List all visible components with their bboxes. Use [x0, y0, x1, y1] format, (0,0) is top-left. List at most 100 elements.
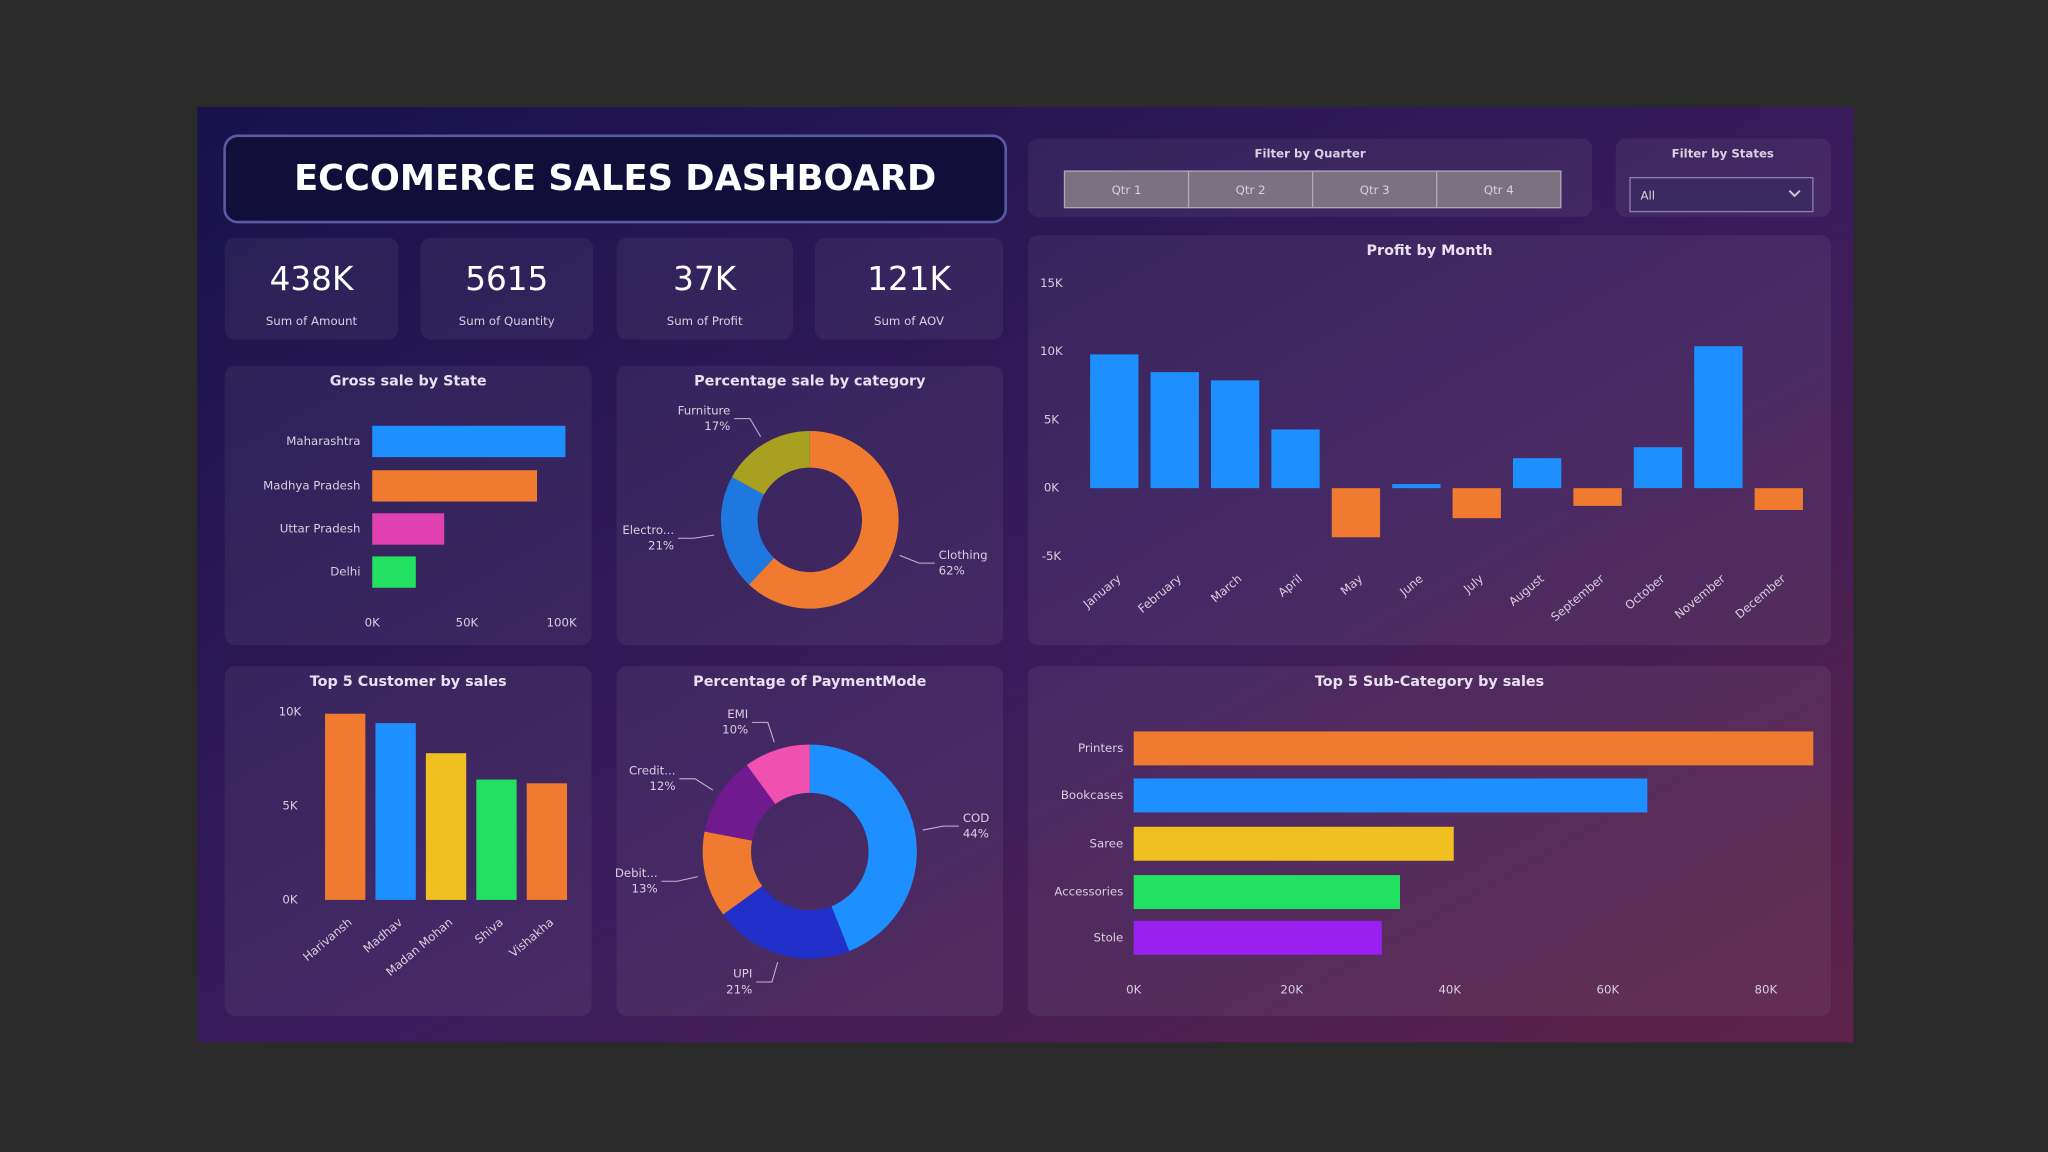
y-tick-label: 5K [1044, 412, 1059, 426]
filter-button-label[interactable]: Qtr 4 [1484, 183, 1514, 197]
bar [1133, 778, 1648, 813]
dropdown[interactable] [1629, 176, 1814, 213]
bar [372, 556, 416, 588]
donut-segment [731, 431, 810, 495]
filter-button-label[interactable]: Qtr 1 [1112, 183, 1142, 197]
donut-segment [704, 764, 776, 841]
bar [372, 470, 538, 502]
bar [1452, 488, 1501, 519]
donut-segment [723, 886, 850, 959]
y-tick-label: 10K [1040, 344, 1063, 358]
x-tick-label: 40K [1438, 983, 1461, 997]
kpi-value: 37K [673, 260, 738, 298]
donut-segment [720, 477, 775, 585]
panel [224, 365, 592, 646]
bar [1133, 731, 1814, 766]
y-tick-label: Accessories [1054, 885, 1123, 899]
y-tick-label: 5K [282, 798, 297, 812]
slice-value-label: 21% [726, 982, 752, 996]
panel [224, 237, 399, 340]
slice-value-label: 10% [722, 723, 748, 737]
filter-button-label[interactable]: Qtr 3 [1360, 183, 1390, 197]
kpi-value: 438K [270, 260, 355, 298]
chart-title: Top 5 Customer by sales [310, 674, 507, 690]
filter-button[interactable] [1187, 170, 1314, 209]
x-tick-label: 50K [456, 616, 479, 630]
dropdown-chevron [1788, 190, 1801, 198]
kpi-label: Sum of AOV [874, 314, 944, 328]
slice-value-label: 13% [632, 882, 658, 896]
bar [1392, 484, 1441, 489]
slice-label: UPI [733, 967, 752, 981]
donut-segment [748, 431, 899, 609]
leader-line [899, 554, 935, 564]
x-tick-label: 0K [365, 616, 380, 630]
dashboard-title: ECCOMERCE SALES DASHBOARD [294, 158, 936, 199]
y-tick-label: Bookcases [1061, 788, 1123, 802]
donut-segment [746, 744, 810, 805]
leader-line [922, 825, 959, 831]
leader-line [756, 961, 779, 983]
bar [372, 425, 566, 458]
leader-line [679, 778, 714, 791]
chart-title: Percentage of PaymentMode [693, 674, 926, 690]
filter-label: Filter by States [1672, 147, 1774, 161]
panel [815, 237, 1004, 340]
panel [1027, 235, 1832, 646]
panel [616, 365, 1004, 646]
kpi-label: Sum of Quantity [459, 314, 555, 328]
bar [1150, 372, 1199, 489]
slice-value-label: 21% [648, 539, 674, 553]
slice-label: Credit... [629, 763, 676, 777]
dropdown-value[interactable]: All [1640, 188, 1655, 202]
bar [476, 779, 517, 900]
bar [1331, 488, 1381, 538]
dashboard-bg [197, 107, 1854, 1043]
x-tick-label: 80K [1755, 983, 1778, 997]
filter-button[interactable] [1063, 170, 1190, 209]
slice-label: COD [963, 811, 990, 825]
slice-value-label: 12% [649, 779, 675, 793]
slice-label: Electro... [622, 523, 674, 537]
kpi-value: 5615 [465, 260, 548, 298]
slice-label: EMI [727, 707, 748, 721]
y-tick-label: 0K [1044, 481, 1059, 495]
y-tick-label: Stole [1094, 930, 1124, 944]
leader-line [678, 534, 715, 539]
y-tick-label: Uttar Pradesh [280, 521, 361, 535]
bar [1633, 447, 1683, 489]
chart-title: Profit by Month [1367, 243, 1493, 259]
slice-label: Furniture [678, 403, 731, 417]
bar [1754, 488, 1803, 511]
panel [616, 237, 793, 340]
bar [1271, 429, 1320, 489]
filter-button-label[interactable]: Qtr 2 [1236, 183, 1266, 197]
title-box [223, 134, 1008, 224]
bar [375, 723, 416, 900]
leader-line [734, 418, 762, 437]
donut-segment [702, 831, 763, 915]
chart-title: Top 5 Sub-Category by sales [1315, 674, 1544, 690]
bar [526, 783, 568, 900]
bar [325, 713, 366, 900]
x-tick-label: 0K [1126, 983, 1141, 997]
y-tick-label: Delhi [330, 565, 360, 579]
y-tick-label: Maharashtra [286, 434, 360, 448]
bar [1133, 920, 1382, 955]
slice-value-label: 17% [704, 419, 730, 433]
bar [1210, 380, 1260, 489]
y-tick-label: 15K [1040, 276, 1063, 290]
slice-label: Clothing [939, 548, 988, 562]
y-tick-label: 0K [282, 892, 297, 906]
slice-value-label: 62% [939, 563, 965, 577]
bar [1512, 458, 1562, 489]
kpi-value: 121K [867, 260, 952, 298]
y-tick-label: Printers [1078, 741, 1123, 755]
chart-title: Gross sale by State [330, 373, 487, 389]
leader-line [661, 876, 698, 882]
donut-segment [809, 744, 917, 952]
filter-button[interactable] [1436, 170, 1562, 209]
x-tick-label: 100K [547, 616, 577, 630]
